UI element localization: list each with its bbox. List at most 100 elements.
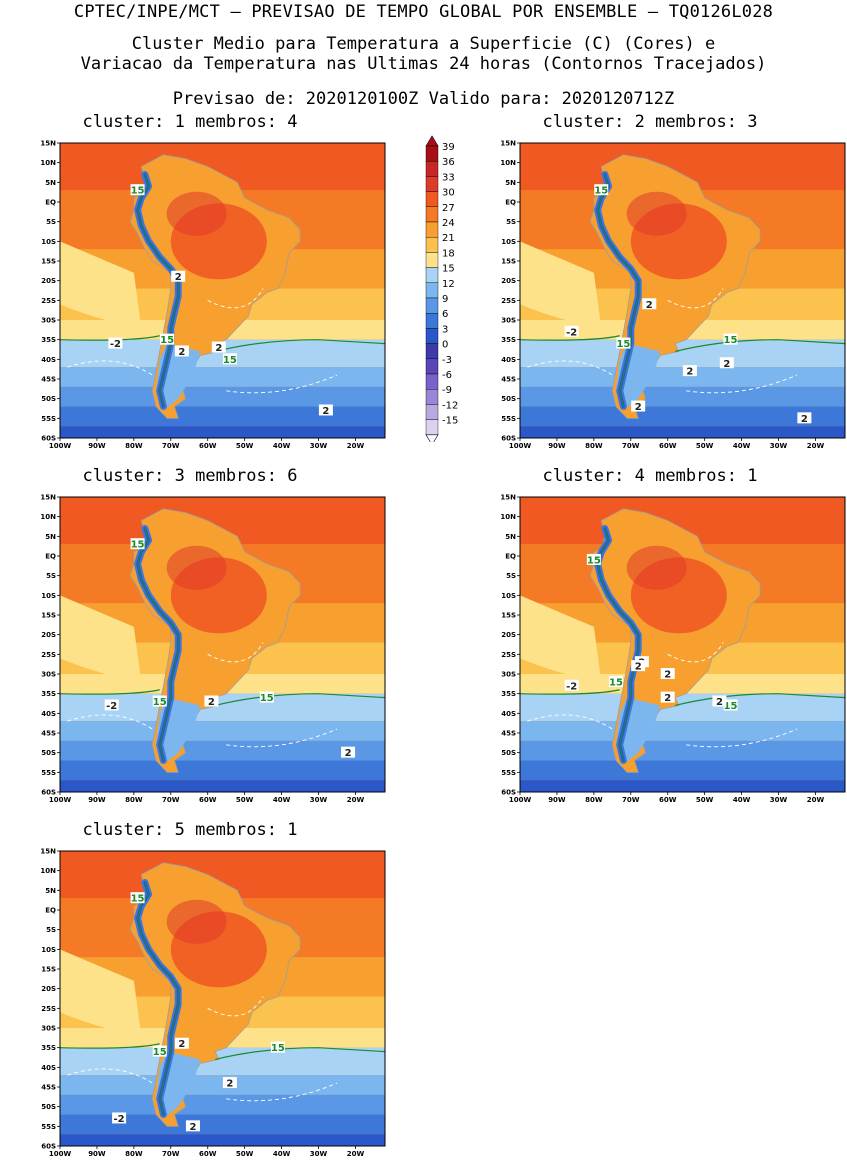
temperature-band (60, 426, 385, 438)
contour-15-andes (137, 528, 179, 761)
lat-tick-label: 20S (41, 985, 56, 993)
contour-label-bg (211, 341, 226, 353)
header-line-1: CPTEC/INPE/MCT – PREVISAO DE TEMPO GLOBA… (73, 2, 774, 22)
lon-tick-label: 20W (807, 796, 825, 804)
lon-tick-label: 70W (162, 796, 180, 804)
colorbar-label: 30 (442, 188, 455, 199)
temperature-band (520, 406, 845, 427)
variation-contours (527, 642, 798, 748)
lat-tick-label: 35S (501, 336, 516, 344)
variation-contours (67, 288, 338, 394)
colorbar-label: 12 (442, 279, 455, 290)
temperature-band (60, 1094, 385, 1115)
lon-tick-label: 100W (49, 796, 72, 804)
contour-15-andes (137, 882, 179, 1115)
colorbar-label: 24 (442, 218, 455, 229)
lat-tick-label: 10N (500, 513, 516, 521)
colorbar-label: 33 (442, 172, 455, 183)
temperature-band (60, 721, 385, 741)
lat-tick-label: 10S (41, 238, 56, 246)
panel-title: cluster: 2 membros: 3 (542, 112, 758, 132)
map-frame (59, 142, 386, 439)
contour-label-bg (797, 412, 812, 424)
contour-label: 15 (587, 555, 601, 566)
lon-tick-label: 30W (310, 796, 328, 804)
temperature-band (520, 760, 845, 781)
contour-label-bg (341, 746, 356, 758)
contour-label-bg (594, 184, 609, 196)
contour-label-bg (712, 695, 727, 707)
lon-tick-label: 60W (659, 442, 677, 450)
lon-tick-label: 60W (659, 796, 677, 804)
lat-tick-label: 40S (41, 710, 56, 718)
lon-tick-label: 100W (509, 442, 532, 450)
lat-tick-label: 20S (501, 631, 516, 639)
lat-tick-label: 10N (500, 159, 516, 167)
contour-label: 15 (131, 540, 145, 551)
lat-tick-label: 60S (501, 435, 516, 443)
lon-tick-label: 60W (199, 442, 217, 450)
header-line-4: Previsao de: 2020120100Z Valido para: 20… (172, 89, 675, 109)
temperature-band (60, 1075, 385, 1095)
colorbar-label: 15 (442, 264, 455, 275)
contour-label-bg (104, 699, 119, 711)
temperature-band (520, 339, 845, 368)
temperature-band (60, 740, 385, 761)
colorbar-swatch (425, 373, 439, 390)
contour-label-bg (152, 695, 167, 707)
colorbar-label: 39 (442, 142, 455, 153)
map-cluster-5: 15N 10N 5N EQ 5S 10S 15S 20S 25S 30S 35S 40S 45S 50S 5… (40, 848, 386, 1158)
colorbar-swatch (425, 236, 439, 253)
contour-label: 15 (153, 1047, 167, 1058)
map-frame (519, 496, 846, 793)
lat-tick-label: 20S (41, 277, 56, 285)
lat-tick-label: 50S (501, 749, 516, 757)
lon-tick-label: 20W (347, 442, 365, 450)
colorbar-swatch (425, 297, 439, 314)
contour-label: 2 (635, 662, 642, 673)
lat-tick-label: 60S (41, 435, 56, 443)
lat-tick-label: 50S (41, 749, 56, 757)
contour-label-bg (660, 668, 675, 679)
lat-tick-label: 5S (46, 572, 56, 580)
lon-tick-label: 30W (770, 796, 788, 804)
colorbar-swatch (425, 358, 439, 375)
colorbar-label: 18 (442, 248, 455, 259)
lat-tick-label: 10S (501, 592, 516, 600)
colorbar-swatch (425, 328, 439, 344)
contour-label: 2 (686, 367, 693, 378)
colorbar-swatch (425, 343, 439, 360)
lat-tick-label: EQ (505, 199, 516, 207)
temperature-band (60, 1134, 385, 1146)
temperature-band (60, 1047, 385, 1076)
lat-tick-label: 55S (41, 769, 56, 777)
contour-label: 2 (345, 748, 352, 759)
contour-label: 2 (664, 693, 671, 704)
lat-tick-label: 5S (46, 218, 56, 226)
lat-tick-label: 5S (506, 572, 516, 580)
colorbar-swatch (425, 312, 439, 329)
colorbar-label: 3 (442, 324, 448, 335)
lat-tick-label: 45S (501, 376, 516, 384)
temperature-band (60, 780, 385, 792)
panel-cluster-1: cluster: 1 membros: 4 15N 10N 5N EQ 5S 10S 15S… (30, 112, 386, 450)
lon-tick-label: 70W (162, 1150, 180, 1158)
colorbar-swatch (425, 252, 439, 268)
variation-contours (67, 642, 338, 748)
contour-label: 2 (716, 697, 723, 708)
contour-label-bg (723, 699, 738, 711)
contour-label-bg (130, 538, 145, 550)
temperature-band (520, 740, 845, 761)
contour-label: 15 (271, 1043, 285, 1054)
contour-label: 2 (635, 402, 642, 413)
lat-tick-label: 35S (41, 1044, 56, 1052)
contour-label: 15 (160, 335, 174, 346)
panel-title: cluster: 1 membros: 4 (82, 112, 298, 132)
lat-tick-label: 15S (41, 258, 56, 266)
lat-tick-label: 15N (500, 140, 516, 148)
contour-label-bg (631, 660, 646, 672)
colorbar-swatch (425, 419, 439, 436)
contour-label: 15 (131, 894, 145, 905)
contour-15-andes (597, 174, 639, 407)
colorbar-swatch (425, 145, 439, 162)
